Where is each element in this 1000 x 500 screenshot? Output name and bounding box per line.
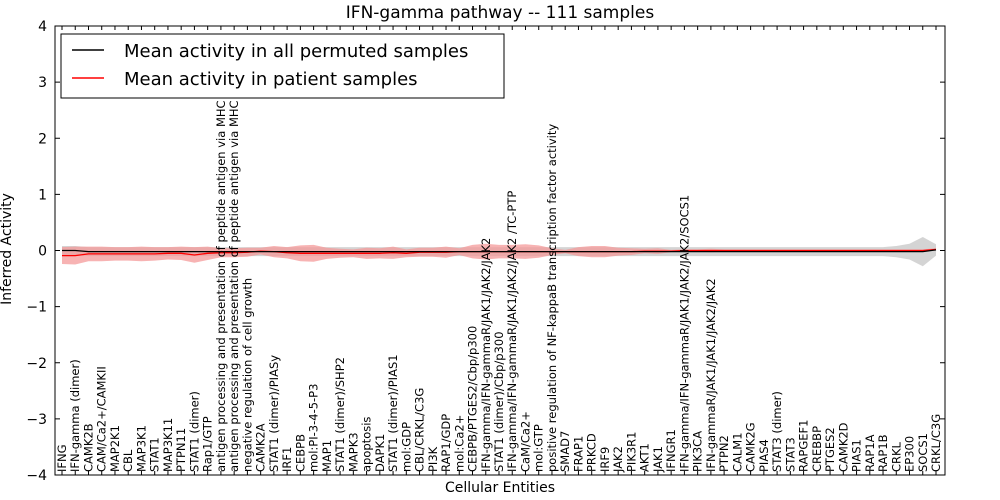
x-tick-label: CRKL [889,441,903,472]
x-tick-label: IFN-gammaR/JAK1/JAK1/JAK2/JAK2 [704,278,718,472]
x-tick-label: CREBBP [810,426,824,472]
x-tick-label: positive regulation of NF-kappaB transcr… [545,124,559,472]
y-tick-label: 1 [38,187,47,203]
x-tick-label: SOCS1 [916,433,930,472]
y-tick-label: 2 [38,131,47,147]
x-tick-label: CaM/Ca2+ [519,411,533,472]
x-tick-label: MAP3K11 [161,418,175,472]
x-tick-label: PIK3CA [691,431,705,472]
x-tick-label: RAPGEF1 [797,420,811,472]
x-tick-label: CAMK2B [82,423,96,472]
x-tick-label: AKT1 [638,443,652,472]
x-tick-label: PIAS4 [757,439,771,472]
x-tick-label: IFN-gamma/IFN-gammaR/JAK1/JAK2/JAK2 [479,238,493,472]
x-tick-label: MAP1 [320,440,334,472]
x-tick-label: STAT1 (dimer)/PIAS1 [386,354,400,472]
x-tick-label: Rap1/GTP [201,416,215,472]
x-tick-label: STAT1 (dimer)/Cbp/p300 [492,331,506,472]
x-tick-label: STAT1 [148,437,162,472]
y-tick-label: −1 [26,300,47,316]
x-tick-label: STAT1 (dimer) [187,391,201,472]
x-tick-label: CAM/Ca2+/CAMKII [95,366,109,472]
series-line-0 [62,249,937,253]
x-tick-label: IRF9 [598,447,612,472]
x-tick-label: RAP1B [876,434,890,472]
x-tick-label: CBL/CRKL/C3G [413,388,427,472]
x-tick-label: CALM1 [730,432,744,472]
x-tick-label: STAT3 (dimer) [770,391,784,472]
x-tick-label: PTPN11 [174,428,188,472]
y-tick-label: −3 [26,412,47,428]
x-tick-label: SMAD7 [558,431,572,472]
y-tick-label: −4 [26,468,47,484]
y-tick-label: 3 [38,75,47,91]
x-tick-label: STAT1 (dimer)/PIASy [267,355,281,472]
x-tick-label: DAPK1 [373,434,387,472]
x-tick-label: antigen processing and presentation of p… [227,58,241,472]
x-tick-label: IFNG [55,444,69,472]
x-tick-label: IFNGR1 [664,429,678,472]
x-tick-label: IFN-gamma/IFN-gammaR/JAK1/JAK2/JAK2 /TC-… [505,191,519,472]
x-tick-label: EP300 [903,436,917,472]
x-tick-label: apoptosis [360,417,374,472]
x-tick-label: mol:GDP [399,422,413,472]
x-tick-label: negative regulation of cell growth [240,278,254,472]
x-axis-label: Cellular Entities [445,480,555,496]
x-tick-label: PIK3R1 [624,432,638,473]
x-tick-label: MAP2K1 [108,425,122,472]
x-tick-label: CAMK2D [836,422,850,472]
x-tick-label: antigen processing and presentation of p… [214,61,228,472]
x-tick-label: mol:PI-3-4-5-P3 [307,384,321,472]
y-tick-label: 4 [38,19,47,35]
x-tick-label: RAP1/GDP [439,414,453,472]
x-tick-label: CBL [121,449,135,472]
x-tick-label: JAK1 [651,446,665,473]
chart-title: IFN-gamma pathway -- 111 samples [346,3,655,23]
legend: Mean activity in all permuted samples Me… [60,33,505,99]
legend-label-permuted: Mean activity in all permuted samples [124,41,468,62]
x-tick-label: CAMK2G [744,422,758,472]
x-axis-ticks: IFNG IFN-gamma (dimer) CAMK2B CAM/Ca2+/CAMK… [55,26,943,475]
legend-label-patient: Mean activity in patient samples [124,69,418,90]
x-tick-label: JAK2 [611,446,625,473]
y-tick-label: −2 [26,356,47,372]
x-tick-label: MAP3K1 [135,425,149,472]
x-tick-label: PIAS1 [850,439,864,472]
x-tick-label: mol:GTP [532,424,546,472]
line-layer [62,248,937,257]
x-tick-label: STAT1 (dimer)/SHP2 [333,357,347,472]
x-tick-label: CRKL/C3G [929,414,943,472]
x-tick-label: MAPK3 [346,432,360,472]
x-tick-label: IFN-gamma (dimer) [68,359,82,472]
x-tick-label: STAT3 [783,437,797,472]
x-tick-label: FRAP1 [572,436,586,472]
x-tick-label: CAMK2A [254,423,268,472]
x-tick-label: PTPN2 [717,435,731,472]
x-tick-label: RAP1A [863,434,877,472]
x-tick-label: mol:Ca2+ [452,415,466,472]
x-tick-label: PI3K [426,446,440,472]
x-tick-label: IRF1 [280,447,294,472]
y-axis-label: Inferred Activity [0,193,15,305]
legend-box [60,33,505,99]
x-tick-label: CEBPB/PTGES2/Cbp/p300 [466,326,480,472]
plot-frame [54,25,946,476]
series-band-1 [62,243,936,265]
x-tick-label: CEBPB [293,434,307,472]
y-tick-label: 0 [38,244,47,260]
x-tick-label: PRKCD [585,433,599,472]
x-tick-label: IFN-gamma/IFN-gammaR/JAK1/JAK2/JAK2/SOCS… [677,195,691,472]
x-tick-label: PTGES2 [823,427,837,472]
